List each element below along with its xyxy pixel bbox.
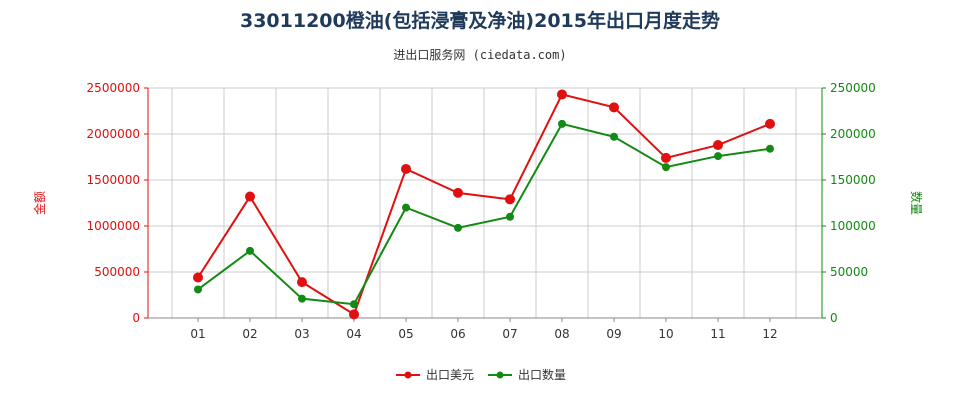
x-tick-label: 03	[294, 327, 309, 341]
data-point-series-1	[609, 102, 619, 113]
series-line-2	[197, 122, 771, 306]
data-point-series-1	[297, 277, 307, 288]
left-tick-label: 2000000	[87, 127, 140, 141]
data-point-series-2	[558, 119, 566, 128]
left-tick-label: 1500000	[87, 173, 140, 187]
x-tick-label: 04	[346, 327, 361, 341]
right-tick-label: 0	[830, 311, 838, 325]
data-point-series-2	[454, 223, 462, 232]
data-point-series-2	[246, 246, 254, 255]
data-point-series-1	[245, 191, 255, 202]
x-tick-label: 06	[450, 327, 465, 341]
axes: 0 500000 1000000 1500000 2000000 2500000 0 5000…	[32, 81, 924, 341]
left-tick-label: 2500000	[87, 81, 140, 95]
chart-title: 33011200橙油(包括浸膏及净油)2015年出口月度走势	[239, 10, 720, 32]
legend-swatch-marker	[404, 371, 412, 379]
data-point-series-2	[610, 132, 618, 141]
chart-subtitle: 进出口服务网 (ciedata.com)	[393, 48, 567, 62]
left-tick-label: 0	[132, 311, 140, 325]
legend-label: 出口数量	[518, 367, 566, 382]
data-point-series-2	[402, 203, 410, 212]
left-tick-label: 500000	[94, 265, 140, 279]
x-tick-label: 07	[502, 327, 517, 341]
data-point-series-1	[557, 89, 567, 100]
data-point-series-2	[298, 294, 306, 303]
legend: 出口美元 出口数量	[396, 367, 566, 382]
right-tick-label: 50000	[830, 265, 868, 279]
left-axis-title: 金额	[32, 191, 47, 215]
data-point-series-2	[662, 163, 670, 172]
data-point-series-1	[505, 194, 515, 205]
data-point-series-2	[350, 300, 358, 309]
series	[193, 89, 775, 320]
data-point-series-2	[194, 285, 202, 294]
right-tick-label: 150000	[830, 173, 876, 187]
x-tick-label: 12	[762, 327, 777, 341]
x-tick-label: 01	[190, 327, 205, 341]
data-point-series-2	[714, 152, 722, 161]
x-tick-label: 08	[554, 327, 569, 341]
right-tick-label: 100000	[830, 219, 876, 233]
legend-label: 出口美元	[426, 368, 474, 382]
x-tick-label: 02	[242, 327, 257, 341]
data-point-series-1	[661, 152, 671, 163]
x-tick-label: 11	[710, 327, 725, 341]
data-point-series-1	[713, 140, 723, 151]
left-tick-label: 1000000	[87, 219, 140, 233]
data-point-series-2	[766, 144, 774, 153]
right-axis-title: 数量	[909, 191, 924, 215]
data-point-series-1	[453, 187, 463, 198]
data-point-series-1	[765, 118, 775, 129]
series-line-1	[197, 93, 771, 316]
data-point-series-1	[401, 163, 411, 174]
x-tick-label: 10	[658, 327, 673, 341]
data-point-series-1	[193, 272, 203, 283]
x-tick-label: 05	[398, 327, 413, 341]
legend-swatch-marker	[496, 371, 504, 379]
grid-lines	[148, 87, 822, 319]
data-point-series-2	[506, 212, 514, 221]
right-tick-label: 200000	[830, 127, 876, 141]
right-tick-label: 250000	[830, 81, 876, 95]
x-tick-label: 09	[606, 327, 621, 341]
data-point-series-1	[349, 309, 359, 320]
